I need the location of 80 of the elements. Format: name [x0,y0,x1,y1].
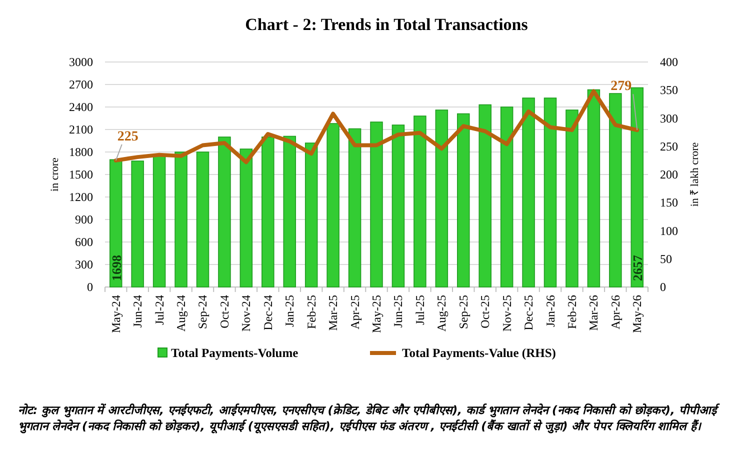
y2-tick-label: 300 [660,111,678,126]
x-tick-label: Sep-24 [196,295,210,329]
bar [131,160,144,288]
y2-tick-label: 400 [660,55,678,69]
bar [414,116,426,288]
data-label: 279 [610,79,632,94]
x-tick-label: Oct-24 [217,295,232,328]
bar [283,136,296,288]
bar [348,128,362,288]
x-tick-label: May-24 [108,295,123,333]
y-tick-label: 0 [87,280,93,294]
bar [152,154,166,288]
y2-tick-label: 0 [660,280,666,294]
y2-tick-label: 200 [660,168,678,182]
x-tick-label: Apr-25 [348,295,362,330]
bar [326,123,340,288]
x-tick-label: Apr-26 [608,295,622,330]
x-tick-label: May-26 [630,295,644,333]
x-tick-label: May-25 [370,295,384,333]
bar [392,124,405,288]
x-tick-label: Jun-25 [391,295,406,328]
bar [435,110,448,288]
x-tick-label: Aug-24 [174,295,188,332]
x-tick-label: Nov-25 [500,295,514,332]
y2-tick-label: 250 [660,139,678,154]
y-axis-title: in crore [49,157,61,192]
data-label: 1698 [108,254,124,281]
y-tick-label: 600 [75,235,93,249]
bar [457,113,470,288]
y2-axis-title: in ₹ lakh crore [689,142,701,207]
bar [196,152,210,288]
chart-title: Chart - 2: Trends in Total Transactions [245,15,528,34]
x-tick-label: Jun-24 [130,295,145,328]
y-tick-label: 1200 [69,190,93,204]
x-tick-label: Jul-25 [412,295,427,325]
x-tick-label: Feb-25 [304,295,318,329]
bar [587,89,600,288]
x-tick-label: Jan-26 [543,295,558,327]
bar [262,136,274,288]
bar [478,104,492,288]
bar [630,87,644,288]
y2-tick-label: 50 [660,252,672,266]
y-tick-label: 3000 [69,55,93,69]
y-tick-label: 300 [75,258,93,272]
x-tick-label: Mar-26 [586,295,601,331]
text: नोट: कुल भुगतान में आरटीजीएस, एनईएफटी, आईएमपीएस, एनएसीएच (क्रेडिट, डेबिट और एपीबीएस), कार्ड भुगतान लेनदेन (नकद निकासी को छोड़कर), पीपीआई भुगतान लेनदेन (नकद निकासी को छोड़कर), यूपीआई (यूएसएसडी सहित), एईपीएस फंड अंतरण , एनईटीसी (बैंक खातों से जुड़ा) और पेपर क्लियरिंग शामिल हैं। [18,402,721,434]
y-tick-label: 1800 [69,145,93,159]
y-tick-label: 2400 [69,100,93,114]
y2-tick-label: 350 [660,83,678,98]
bar [522,98,535,288]
y-tick-label: 900 [75,212,93,226]
bar [240,148,253,288]
x-tick-label: Dec-24 [260,295,275,330]
data-label: 2657 [630,254,646,281]
legend-label: Total Payments-Value (RHS) [402,346,556,360]
y-tick-label: 2700 [69,78,93,92]
x-tick-label: Mar-25 [326,295,340,331]
bar [500,106,514,288]
bar [218,136,231,288]
bar [174,152,188,288]
bar [304,142,318,288]
data-label: 225 [117,129,138,144]
bar [609,93,622,288]
x-tick-label: Nov-24 [239,295,254,332]
x-tick-label: Aug-25 [434,295,449,332]
bar [566,110,578,288]
y2-tick-label: 150 [660,196,678,210]
x-tick-label: Sep-25 [456,295,470,329]
y-tick-label: 1500 [69,168,93,182]
x-tick-label: Oct-25 [478,295,492,328]
bar [544,98,557,288]
line-series [114,89,640,164]
y2-tick-label: 100 [660,224,678,238]
legend-label: Total Payments-Volume [171,346,299,360]
x-tick-label: Jan-25 [282,295,297,327]
y-tick-label: 2100 [69,122,93,136]
x-tick-label: Jul-24 [152,295,166,325]
x-tick-label: Dec-25 [522,295,536,330]
x-tick-label: Feb-26 [564,295,579,329]
bar [370,122,383,288]
